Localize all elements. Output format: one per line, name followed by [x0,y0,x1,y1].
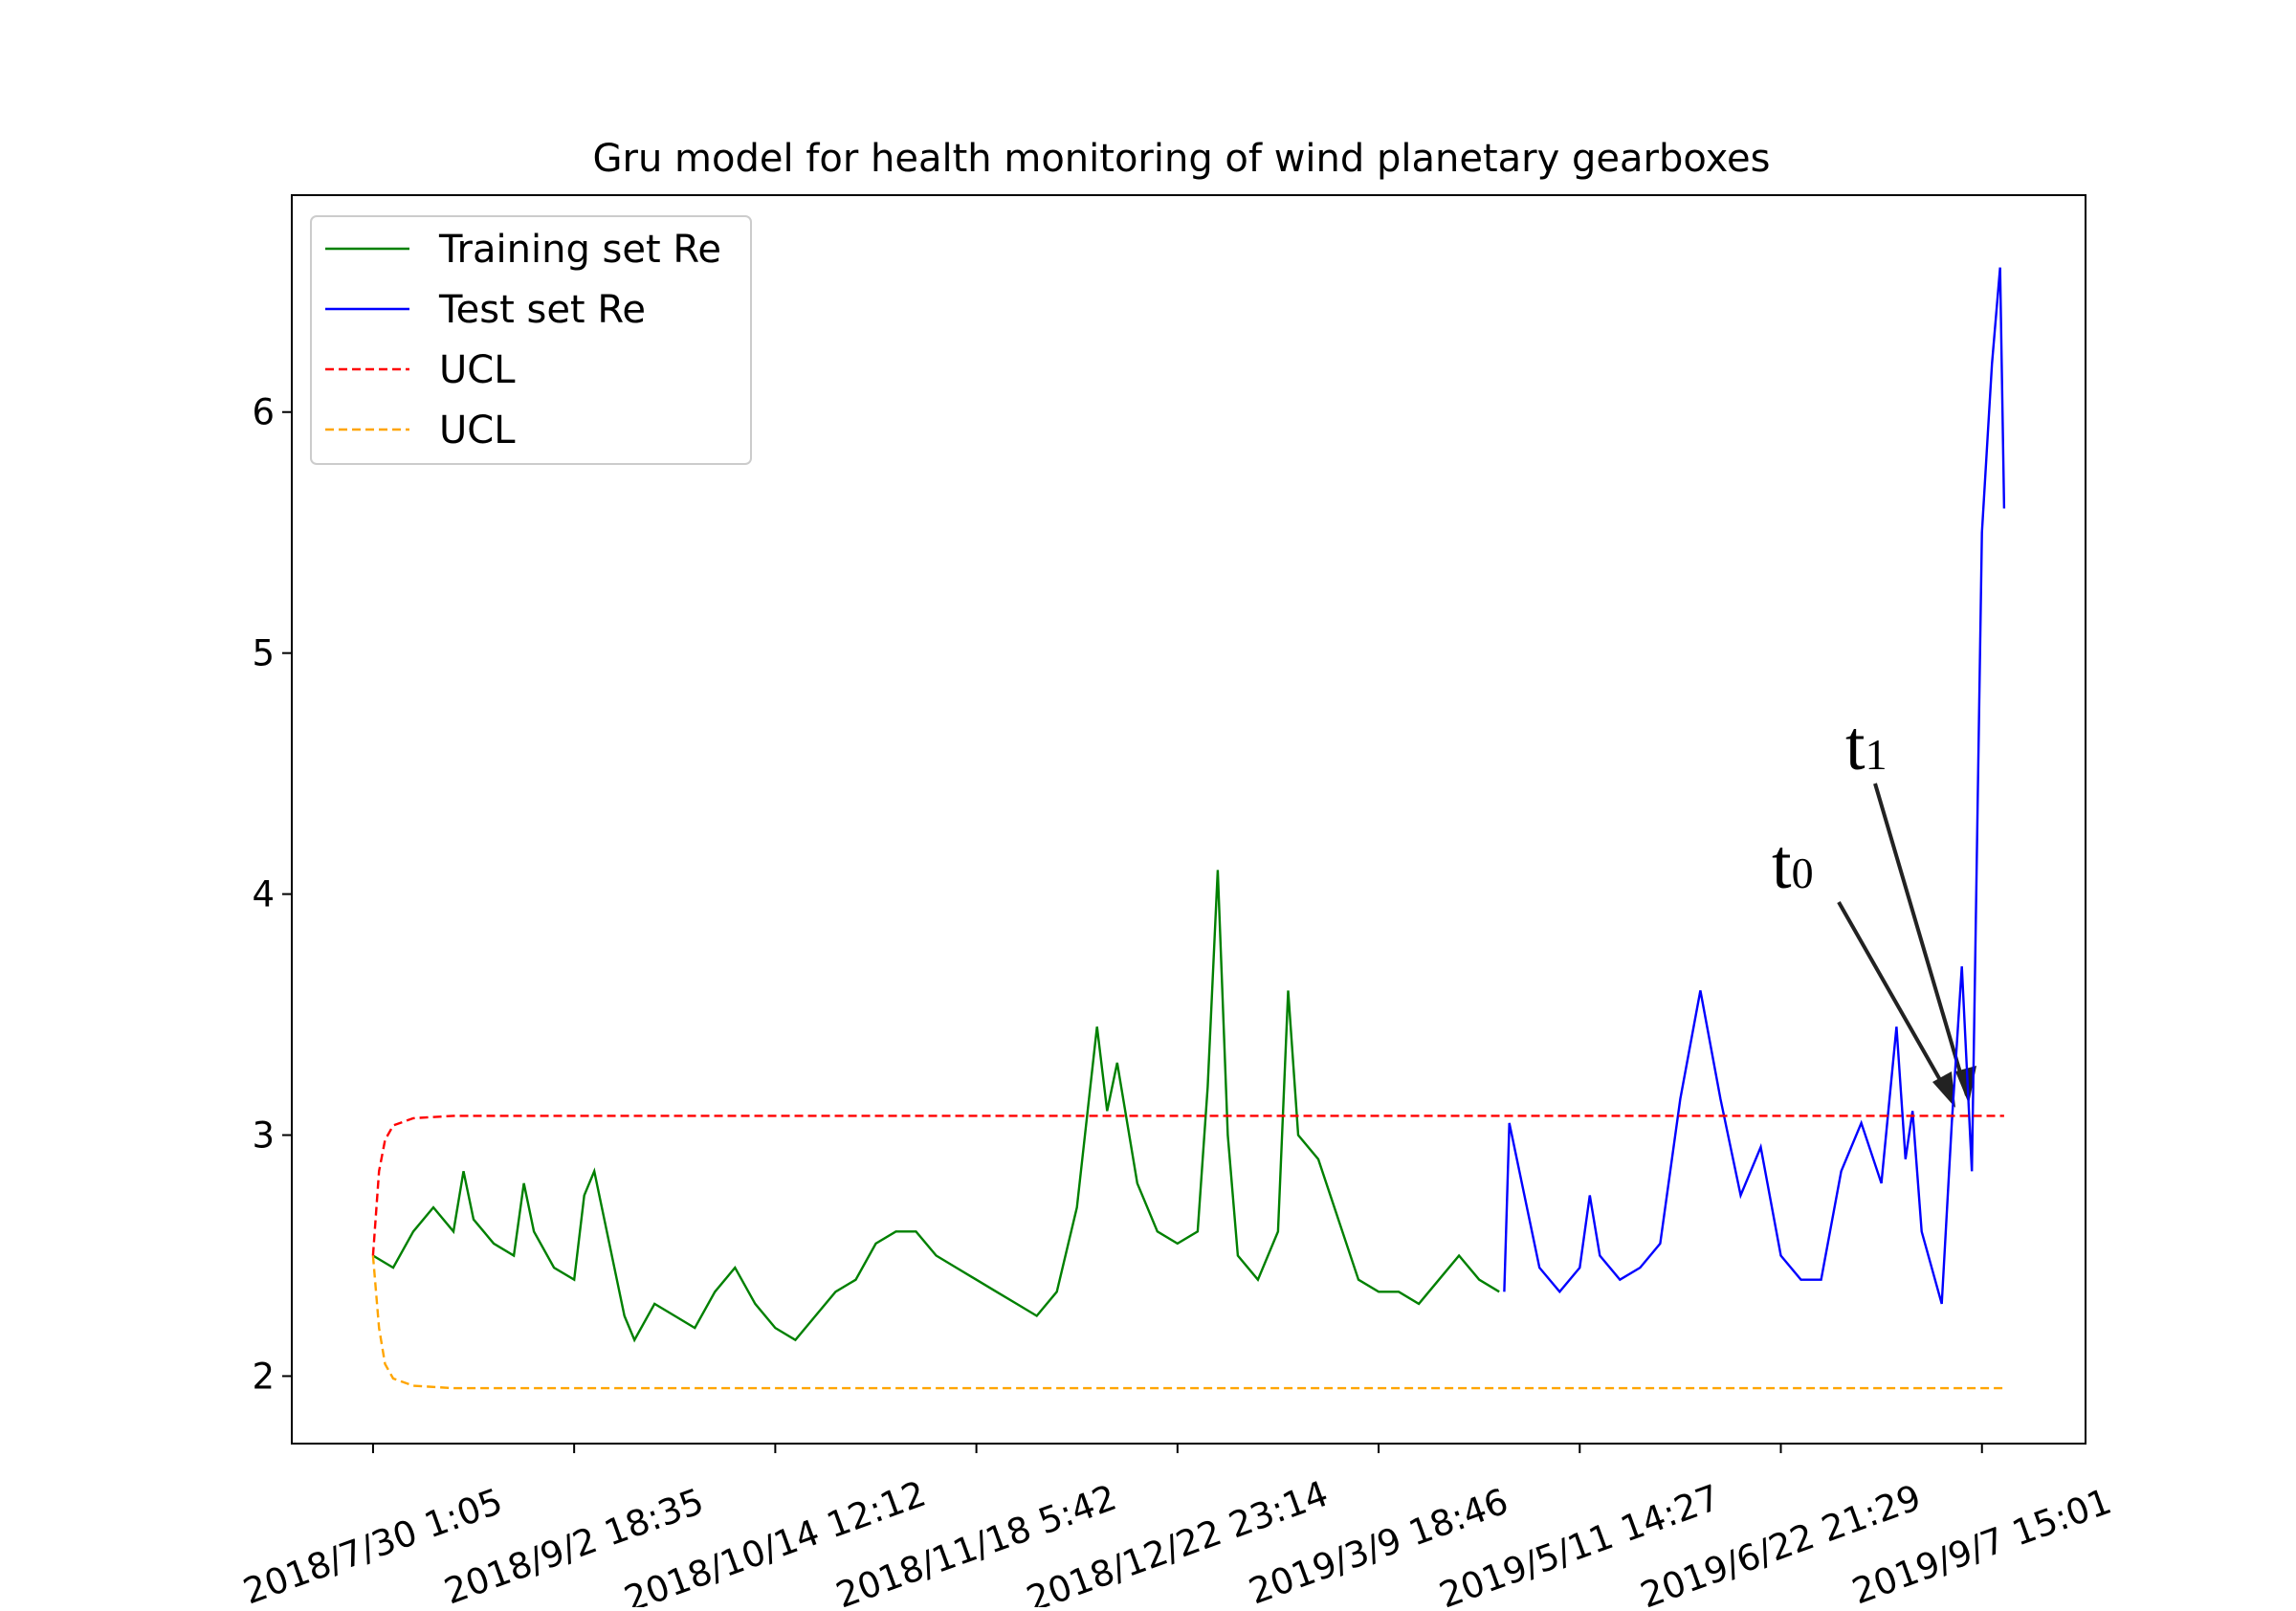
y-tick-label: 4 [252,874,275,916]
annotation-text: t [1845,707,1866,785]
legend-label: UCL [439,408,516,452]
series-line [371,1114,2004,1256]
annotation-label: t0 [1772,826,1814,904]
annotation-sub: 0 [1792,849,1814,897]
legend-box [310,215,752,465]
y-tick-label: 6 [252,392,275,433]
y-tick-label: 5 [252,633,275,674]
annotation-text: t [1772,826,1792,904]
annotation: t0 t1 [1772,707,1976,1108]
series-line [1503,267,2006,1305]
plot-frame [291,194,2086,1445]
y-tick-label: 3 [252,1115,275,1157]
annotation-arrow [1837,901,1954,1101]
chart-title: Gru model for health monitoring of wind … [593,137,1771,181]
legend-label: Training set Re [438,228,721,272]
legend-label: UCL [439,348,516,392]
series-line [372,870,1500,1343]
y-tick-label: 2 [252,1356,275,1397]
arrow-head [1955,1066,1976,1104]
annotation-sub: 1 [1866,730,1888,779]
arrow-head [1932,1071,1955,1108]
legend-label: Test set Re [438,288,646,332]
annotation-label: t1 [1845,707,1888,785]
series-line [371,1255,2004,1390]
annotation-arrow [1873,783,1969,1096]
legend: Training set Re Test set Re UCL UCL [310,215,752,465]
